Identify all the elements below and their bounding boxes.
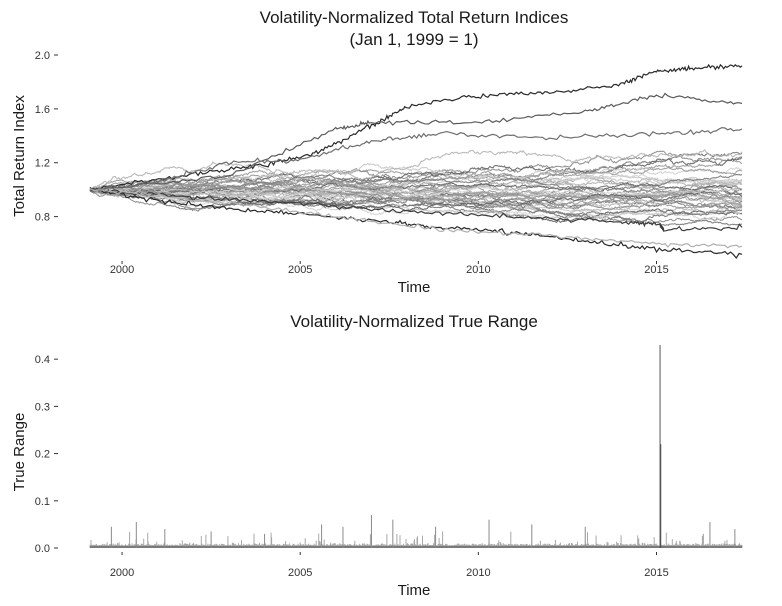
bottom-chart-x-axis: 2000 2005 2010 2015 bbox=[110, 552, 669, 579]
series-line bbox=[89, 180, 743, 211]
bottom-chart-x-axis-title: Time bbox=[398, 582, 431, 599]
bottom-chart-series bbox=[89, 345, 743, 548]
y-tick-label: 0.1 bbox=[35, 496, 50, 508]
x-tick-label: 2000 bbox=[110, 567, 134, 579]
series-line bbox=[89, 188, 743, 249]
y-tick-label: 0.0 bbox=[35, 543, 50, 555]
series-line bbox=[89, 162, 743, 196]
series-line bbox=[89, 150, 743, 192]
series-line bbox=[89, 63, 743, 191]
x-tick-label: 2005 bbox=[288, 264, 312, 276]
x-tick-label: 2005 bbox=[288, 567, 312, 579]
y-tick-label: 0.8 bbox=[35, 212, 50, 224]
series-line bbox=[89, 151, 743, 195]
y-tick-label: 1.2 bbox=[35, 158, 50, 170]
y-tick-label: 0.4 bbox=[35, 354, 50, 366]
y-tick-label: 0.3 bbox=[35, 401, 50, 413]
series-line bbox=[89, 187, 743, 232]
y-tick-label: 0.2 bbox=[35, 449, 50, 461]
bottom-chart: Volatility-Normalized True Range 0.00.10… bbox=[11, 312, 743, 599]
series-line bbox=[89, 185, 743, 199]
top-chart-title: Volatility-Normalized Total Return Indic… bbox=[260, 8, 569, 27]
x-tick-label: 2015 bbox=[644, 567, 668, 579]
series-line bbox=[89, 126, 743, 194]
series-line bbox=[89, 180, 743, 209]
y-tick-label: 1.6 bbox=[35, 104, 50, 116]
top-chart-subtitle: (Jan 1, 1999 = 1) bbox=[349, 30, 478, 49]
series-line bbox=[89, 92, 743, 192]
bottom-chart-title: Volatility-Normalized True Range bbox=[290, 312, 538, 331]
series-line bbox=[89, 157, 743, 197]
x-tick-label: 2010 bbox=[466, 264, 490, 276]
top-chart-x-axis: 2000 2005 2010 2015 bbox=[110, 261, 669, 276]
series-line bbox=[89, 185, 743, 223]
x-tick-label: 2010 bbox=[466, 567, 490, 579]
series-line bbox=[89, 186, 743, 260]
x-tick-label: 2000 bbox=[110, 264, 134, 276]
top-chart-y-axis-title: Total Return Index bbox=[11, 95, 28, 217]
top-chart-x-axis-title: Time bbox=[398, 279, 431, 296]
top-chart: Volatility-Normalized Total Return Indic… bbox=[11, 8, 743, 296]
x-tick-label: 2015 bbox=[644, 264, 668, 276]
top-chart-y-axis: 0.8 1.2 1.6 2.0 bbox=[35, 50, 58, 224]
top-chart-series bbox=[89, 63, 743, 260]
true-range-noise bbox=[89, 531, 743, 548]
bottom-chart-y-axis: 0.0 0.1 0.2 0.3 0.4 bbox=[35, 354, 58, 555]
series-line bbox=[89, 189, 743, 227]
bottom-chart-y-axis-title: True Range bbox=[11, 413, 28, 492]
y-tick-label: 2.0 bbox=[35, 50, 50, 62]
